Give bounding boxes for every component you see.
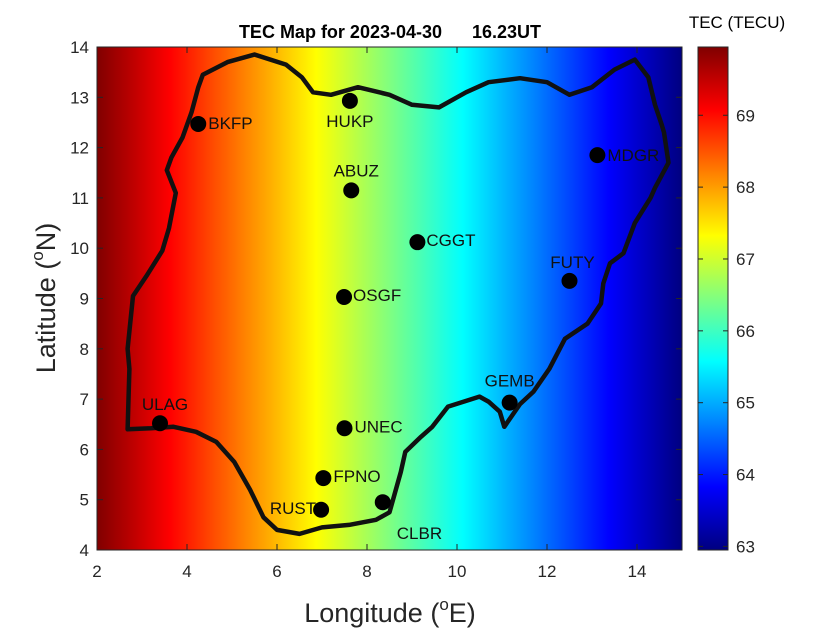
chart-title: TEC Map for 2023-04-30 16.23UT — [239, 22, 541, 42]
station-marker-clbr — [374, 494, 391, 511]
x-axis: 2 4 6 8 10 12 14 — [92, 47, 646, 581]
plot-area: BKFP HUKP MDGR ABUZ CGGT FUTY OSGF GEMB ULAG UNEC… — [96, 46, 683, 551]
x-axis-label: Longitude (oE) — [304, 595, 476, 628]
y-tick-label: 7 — [80, 390, 89, 409]
y-tick-label: 6 — [80, 440, 89, 459]
station-markers: BKFP HUKP MDGR ABUZ CGGT FUTY OSGF GEMB ULAG UNEC… — [142, 92, 659, 543]
station-marker-fpno — [315, 470, 332, 487]
station-marker-hukp — [341, 92, 358, 109]
x-tick-label: 8 — [362, 562, 371, 581]
station-label-clbr: CLBR — [397, 524, 442, 543]
y-tick-label: 11 — [71, 189, 89, 208]
station-marker-cggt — [409, 234, 426, 251]
station-marker-rust — [313, 501, 330, 518]
y-tick-label: 4 — [80, 541, 89, 560]
y-tick-label: 14 — [70, 38, 89, 57]
station-marker-bkfp — [190, 115, 207, 132]
station-label-fpno: FPNO — [333, 467, 380, 486]
station-label-gemb: GEMB — [485, 372, 535, 391]
colorbar-tick-label: 68 — [736, 178, 755, 197]
colorbar-tick-label: 66 — [736, 322, 755, 341]
station-marker-unec — [336, 420, 353, 437]
station-marker-ulag — [152, 415, 168, 432]
y-tick-label: 5 — [80, 491, 89, 510]
station-marker-mdgr — [589, 147, 606, 164]
colorbar-tick-label: 64 — [736, 466, 755, 485]
colorbar-ticks: 63 64 65 66 67 68 69 — [698, 106, 755, 556]
colorbar-tick-label: 63 — [736, 537, 755, 556]
y-tick-label: 9 — [80, 290, 89, 309]
station-label-bkfp: BKFP — [208, 114, 252, 133]
x-tick-label: 10 — [448, 562, 467, 581]
station-label-hukp: HUKP — [326, 112, 373, 131]
colorbar-tick-label: 69 — [736, 106, 755, 125]
y-tick-label: 12 — [70, 139, 89, 158]
station-label-ulag: ULAG — [142, 395, 188, 414]
colorbar-tick-label: 65 — [736, 394, 755, 413]
station-label-rust: RUST — [270, 499, 316, 518]
station-label-mdgr: MDGR — [607, 146, 659, 165]
x-tick-label: 14 — [628, 562, 647, 581]
station-label-futy: FUTY — [550, 253, 594, 272]
y-axis: 4 5 6 7 8 9 10 11 12 13 14 — [70, 38, 682, 560]
y-tick-label: 10 — [70, 239, 89, 258]
y-tick-label: 13 — [70, 88, 89, 107]
station-marker-abuz — [343, 182, 360, 199]
y-tick-label: 8 — [80, 340, 89, 359]
x-tick-label: 12 — [538, 562, 557, 581]
station-label-abuz: ABUZ — [334, 161, 379, 180]
station-label-unec: UNEC — [355, 417, 403, 436]
station-marker-gemb — [501, 394, 518, 411]
colorbar-label: TEC (TECU) — [689, 13, 785, 32]
station-label-cggt: CGGT — [426, 231, 475, 250]
x-tick-label: 4 — [182, 562, 191, 581]
x-tick-label: 6 — [272, 562, 281, 581]
station-marker-futy — [561, 272, 578, 289]
station-label-osgf: OSGF — [353, 286, 401, 305]
colorbar-gradient — [697, 46, 729, 551]
colorbar: 63 64 65 66 67 68 69 TEC (TECU) — [689, 13, 785, 556]
x-tick-label: 2 — [92, 562, 101, 581]
station-marker-osgf — [336, 288, 353, 305]
y-axis-label: Latitude (oN) — [28, 223, 61, 374]
colorbar-tick-label: 67 — [736, 250, 755, 269]
nigeria-boundary — [125, 52, 671, 537]
